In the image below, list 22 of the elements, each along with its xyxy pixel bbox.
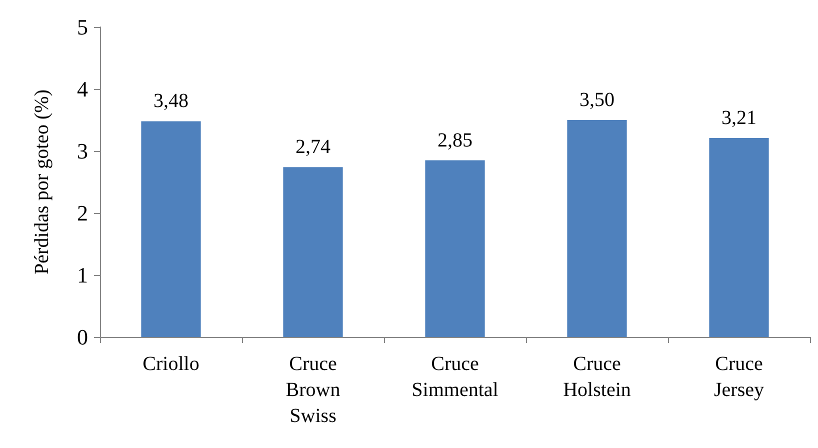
x-tick-label: Cruce Simmental <box>412 353 499 401</box>
bar <box>141 121 201 337</box>
x-tick-label: Cruce Brown Swiss <box>286 353 340 427</box>
x-tick-label: Cruce Holstein <box>563 353 631 401</box>
y-tick-label: 0 <box>77 324 88 350</box>
bar <box>425 160 485 337</box>
bar <box>567 120 627 337</box>
data-label: 3,48 <box>154 90 188 112</box>
data-label: 3,21 <box>722 106 756 129</box>
y-axis-title: Pérdidas por goteo (%) <box>31 90 53 274</box>
y-tick-label: 3 <box>77 138 88 164</box>
bar <box>283 167 343 337</box>
data-label: 2,85 <box>438 129 472 152</box>
x-tick-label: Cruce Jersey <box>714 353 764 401</box>
y-tick-label: 1 <box>77 262 88 288</box>
y-tick-label: 5 <box>77 14 88 40</box>
data-label: 2,74 <box>296 136 330 158</box>
bar <box>709 138 769 337</box>
data-label: 3,50 <box>580 89 614 111</box>
y-tick-label: 4 <box>77 76 88 102</box>
y-tick-label: 2 <box>77 200 88 226</box>
x-tick-label: Criollo <box>142 353 200 375</box>
